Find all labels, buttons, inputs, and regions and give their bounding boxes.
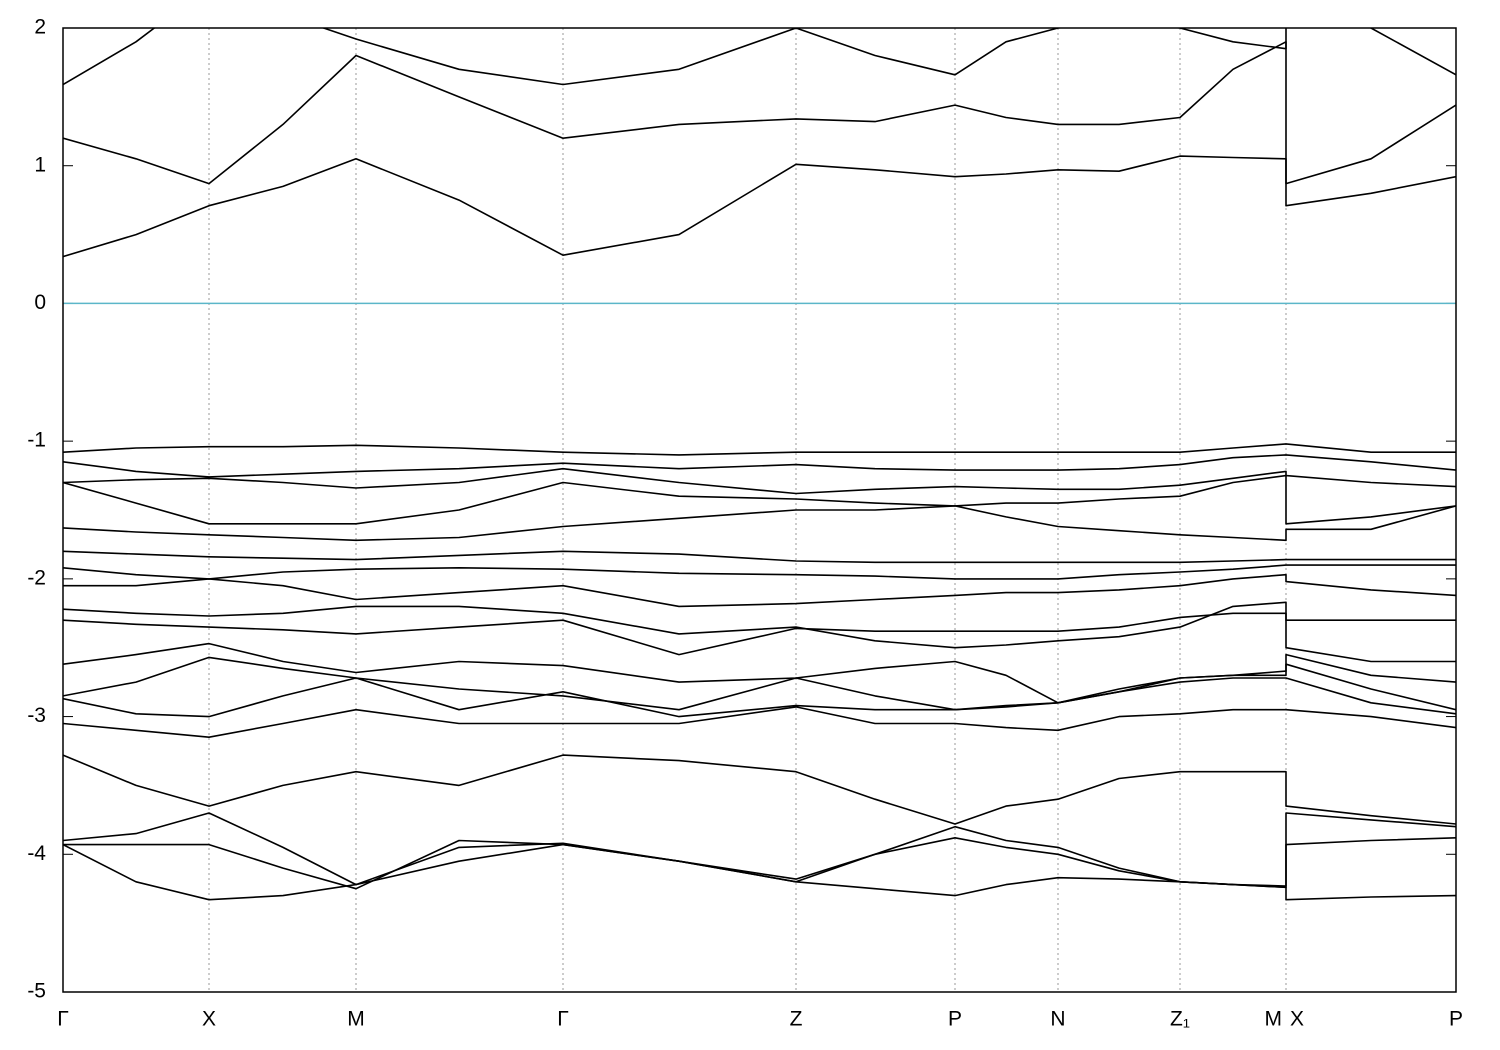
y-tick-label: -2: [27, 566, 46, 589]
x-tick-label: Γ: [57, 1008, 69, 1031]
y-tick-label: 1: [34, 153, 46, 176]
bands: [63, 28, 1456, 901]
x-tick-label: Z: [790, 1008, 803, 1031]
band-line: [63, 467, 1456, 495]
band-line: [63, 677, 1456, 718]
y-tick-label: -1: [27, 429, 46, 452]
y-tick-label: 0: [34, 291, 46, 314]
x-tick-label: N: [1050, 1008, 1065, 1031]
grid: [62, 27, 1457, 993]
x-tick-label: M: [1265, 1008, 1283, 1031]
plot-frame: [62, 27, 1457, 993]
band-line: [63, 443, 1456, 456]
y-tick-label: 2: [34, 16, 46, 39]
y-tick-label: -4: [27, 842, 46, 865]
band-line: [63, 612, 1456, 656]
band-line: [63, 843, 1456, 901]
x-tick-label: Γ: [557, 1008, 569, 1031]
x-tick-label: M: [347, 1008, 365, 1031]
x-tick-label: P: [1449, 1008, 1463, 1031]
band-line: [63, 837, 1456, 890]
band-line: [63, 642, 1456, 704]
x-tick-label: P: [948, 1008, 962, 1031]
band-line: [63, 564, 1456, 580]
band-line: [63, 754, 1456, 825]
band-line: [63, 573, 1456, 608]
y-tick-label: -5: [27, 980, 46, 1003]
band-line: [63, 505, 1456, 542]
band-line: [63, 454, 1456, 478]
tick-labels: 210-1-2-3-4-5Γ X M Γ Z P N Z₁ M X P: [27, 16, 1463, 1031]
band-line: [63, 812, 1456, 887]
y-tick-label: -3: [27, 704, 46, 727]
band-line: [63, 474, 1456, 525]
band-line: [63, 706, 1456, 738]
band-line: [63, 28, 1456, 86]
band-line: [63, 656, 1456, 711]
x-tick-label: X: [1290, 1008, 1304, 1031]
band-line: [63, 601, 1456, 663]
x-tick-label: Z₁: [1170, 1008, 1190, 1031]
band-line: [63, 41, 1456, 185]
band-line: [63, 550, 1456, 564]
band-line: [63, 155, 1456, 258]
x-tick-label: X: [202, 1008, 216, 1031]
